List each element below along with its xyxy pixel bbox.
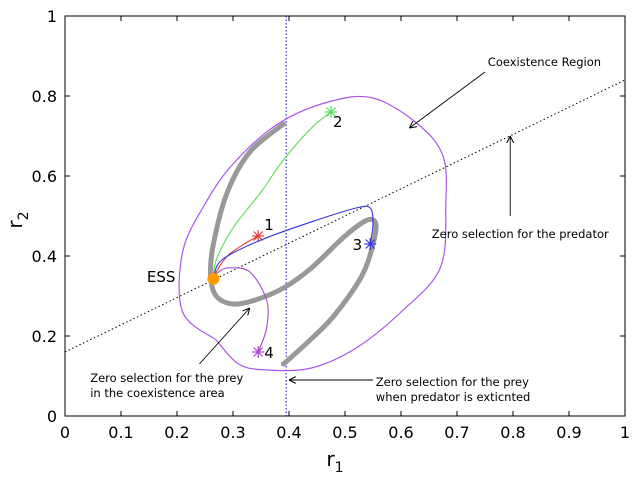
predator-zero-selection-line [64, 79, 626, 353]
trajectory-start-marker-3 [364, 238, 377, 250]
trajectory-start-marker-1 [252, 230, 265, 242]
x-tick-label: 0.1 [108, 423, 133, 442]
trajectory-start-marker-4 [252, 346, 265, 358]
trajectory-start-marker-2 [325, 106, 337, 118]
trajectory-2 [212, 111, 332, 279]
annotation-prey-coex: Zero selection for the prey in the coexis… [90, 371, 243, 400]
annotation-line: in the coexistence area [90, 386, 224, 400]
y-tick-label: 0.8 [32, 87, 57, 106]
plot-frame [64, 15, 626, 417]
ess-label: ESS [147, 268, 176, 286]
prey-zero-selection-curve [207, 121, 379, 367]
x-tick-label: 0.4 [276, 423, 301, 442]
y-tick-label: 0.4 [32, 247, 57, 266]
annotation-coexistence: Coexistence Region [488, 55, 601, 69]
star-stroke [253, 231, 264, 241]
trajectory-label-1: 1 [264, 216, 274, 234]
y-tick-label: 0.2 [32, 327, 57, 346]
x-tick-label: 0 [60, 423, 70, 442]
coexistence-boundary-curve [178, 95, 447, 372]
x-tick-label: 0.7 [444, 423, 469, 442]
x-tick-label: 0.5 [332, 423, 357, 442]
plot-lines [64, 16, 626, 416]
ess-point [207, 272, 220, 285]
x-axis-label: r1 [326, 447, 343, 476]
annotation-arrow-coexistence [409, 71, 486, 128]
x-tick-label: 0.6 [388, 423, 413, 442]
x-tick-label: 1 [620, 423, 630, 442]
trajectory-3 [212, 205, 374, 280]
star-stroke [365, 239, 376, 249]
annotation-prey-extinct: Zero selection for the prey when predator… [376, 375, 531, 404]
trajectory-label-3: 3 [353, 236, 363, 254]
plot-labels: 1 2 3 4 ESS Coexistence Region Zero selection … [90, 55, 609, 404]
annotation-line: Zero selection for the prey [376, 375, 529, 389]
x-tick-label: 0.9 [556, 423, 581, 442]
annotation-line: Coexistence Region [488, 55, 601, 69]
annotation-line: Zero selection for the predator [432, 227, 609, 241]
x-tick-label: 0.8 [500, 423, 525, 442]
star-stroke [253, 347, 264, 357]
x-tick-label: 0.2 [164, 423, 189, 442]
x-tick-label: 0.3 [220, 423, 245, 442]
trajectory-label-2: 2 [333, 113, 343, 131]
star-stroke [326, 107, 336, 117]
y-axis-label: r2 [3, 211, 32, 228]
y-tick-label: 0.6 [32, 167, 57, 186]
annotation-arrow-prey-coex [199, 308, 249, 365]
axis-ticks: 0 0.1 0.2 0.3 0.4 0.5 0.6 0.7 0.8 0.9 1 0 0.2 0.4 0.6 0… [32, 7, 631, 442]
trajectory-1 [212, 235, 259, 280]
y-tick-label: 1 [47, 7, 57, 26]
annotation-predator: Zero selection for the predator [432, 227, 609, 241]
trajectory-label-4: 4 [264, 344, 274, 362]
y-tick-label: 0 [47, 407, 57, 426]
annotation-line: Zero selection for the prey [90, 371, 243, 385]
annotation-line: when predator is exticnted [376, 390, 531, 404]
